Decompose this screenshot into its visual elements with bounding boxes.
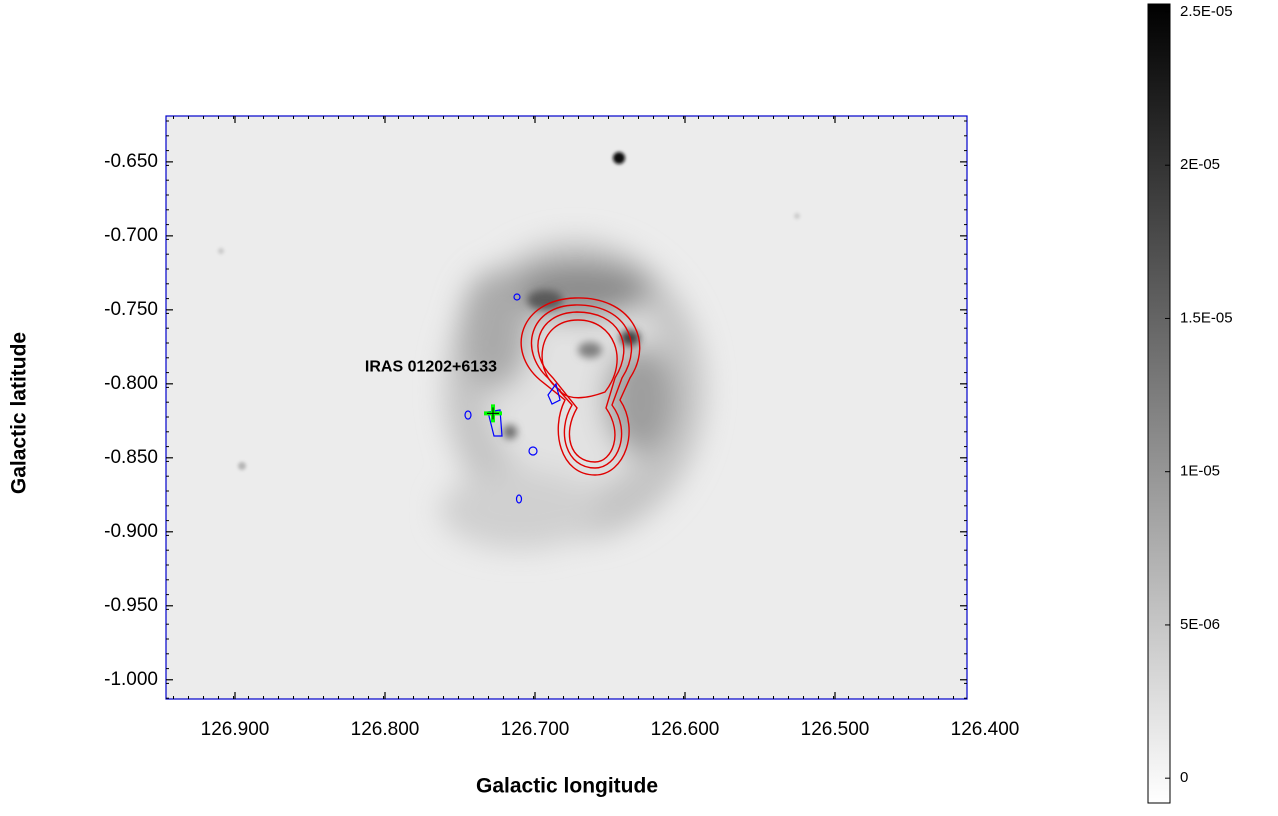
colorbar-tick-label: 2.5E-05 [1180, 3, 1233, 20]
y-tick-label: -1.000 [104, 669, 158, 690]
image [166, 116, 967, 699]
minor-ticks [166, 116, 967, 699]
y-tick-label: -0.900 [104, 521, 158, 542]
x-axis-title: Galactic longitude [476, 775, 658, 798]
blue-contours [464, 293, 561, 504]
red-contours [520, 297, 641, 476]
x-tick-label: 126.500 [801, 719, 870, 740]
x-tick-label: 126.600 [651, 719, 720, 740]
x-tick-label: 126.400 [951, 719, 1020, 740]
x-tick-label: 126.900 [201, 719, 270, 740]
y-tick-label: -0.700 [104, 225, 158, 246]
colorbar-tick-label: 0 [1180, 769, 1188, 786]
colorbar-tick-label: 5E-06 [1180, 616, 1220, 633]
y-tick-label: -0.850 [104, 447, 158, 468]
source-marker-core [487, 407, 499, 420]
y-tick-label: -0.800 [104, 373, 158, 394]
y-tick-label: -0.750 [104, 299, 158, 320]
y-axis-title: Galactic latitude [8, 332, 31, 494]
y-tick-label: -0.650 [104, 151, 158, 172]
colorbar-tick-label: 1.5E-05 [1180, 309, 1233, 326]
plot-frame [165, 115, 968, 700]
nebula [440, 240, 705, 550]
x-tick-label: 126.800 [351, 719, 420, 740]
colorbar-tick-label: 1E-05 [1180, 463, 1220, 480]
y-tick-label: -0.950 [104, 595, 158, 616]
x-tick-label: 126.700 [501, 719, 570, 740]
colorbar-tick-label: 2E-05 [1180, 156, 1220, 173]
source-label: IRAS 01202+6133 [365, 359, 497, 376]
stars [218, 152, 800, 470]
colorbar [1147, 3, 1171, 804]
